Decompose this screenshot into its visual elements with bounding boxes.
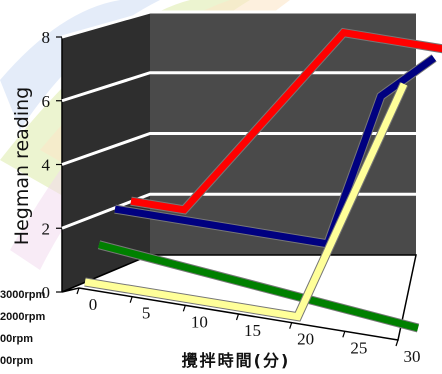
x-tick-label: 0 bbox=[89, 295, 98, 314]
floor bbox=[61, 254, 417, 341]
series-line bbox=[98, 241, 419, 332]
x-tick-mark bbox=[395, 339, 399, 347]
gridline bbox=[61, 192, 416, 230]
y-tick-label: 0 bbox=[42, 283, 51, 302]
y-axis-label: Hegman reading bbox=[11, 87, 33, 245]
x-tick-label: 5 bbox=[142, 304, 151, 323]
x-tick-mark bbox=[182, 305, 186, 312]
y-tick-label: 8 bbox=[42, 28, 51, 47]
legend-entry: 3000rpm bbox=[0, 289, 45, 301]
x-tick-mark bbox=[235, 313, 240, 321]
series-line bbox=[114, 55, 437, 248]
x-tick-label: 30 bbox=[404, 347, 421, 366]
x-tick-mark bbox=[342, 331, 346, 338]
x-tick-label: 15 bbox=[244, 321, 261, 340]
gridline bbox=[61, 10, 416, 39]
legend-entry: 00rpm bbox=[0, 355, 33, 367]
gridline bbox=[61, 71, 416, 103]
side-wall bbox=[62, 12, 150, 292]
series-line bbox=[84, 82, 408, 321]
x-tick-label: 25 bbox=[350, 338, 367, 357]
x-axis-label: 攪拌時間(分) bbox=[182, 351, 291, 370]
y-tick-label: 2 bbox=[42, 219, 51, 238]
legend-entry: 00rpm bbox=[0, 333, 33, 345]
gridline bbox=[61, 132, 416, 166]
y-tick-label: 6 bbox=[42, 92, 51, 111]
x-tick-mark bbox=[76, 287, 80, 295]
x-tick-label: 20 bbox=[297, 330, 314, 349]
series-line bbox=[130, 28, 442, 214]
x-tick-mark bbox=[289, 322, 293, 329]
legend-entry: 2000rpm bbox=[0, 311, 45, 323]
x-tick-label: 10 bbox=[191, 312, 208, 331]
x-tick-mark bbox=[129, 296, 133, 303]
y-tick-label: 4 bbox=[42, 156, 51, 175]
